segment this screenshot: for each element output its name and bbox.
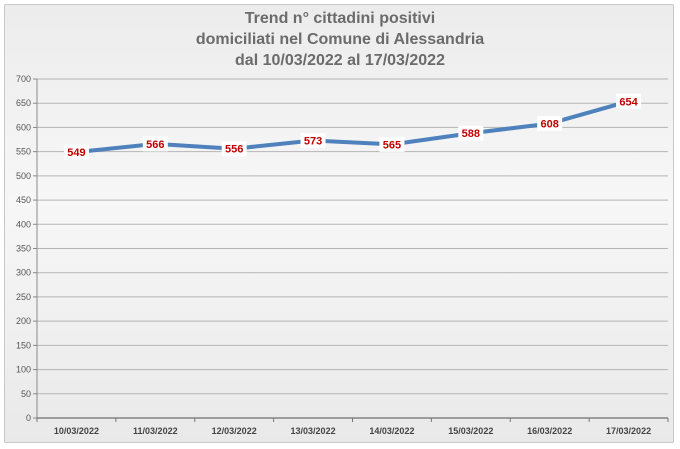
data-label: 608 xyxy=(537,116,563,132)
y-tick-label: 0 xyxy=(26,413,31,423)
data-label-text: 556 xyxy=(225,144,243,156)
title-line-1: Trend n° cittadini positivi xyxy=(244,10,436,27)
y-axis: 0 50 100 150 200 250 300 350 400 450 500 550 600 650 7… xyxy=(16,74,38,423)
data-label: 573 xyxy=(300,133,326,149)
y-tick-label: 400 xyxy=(16,219,31,229)
title-line-3: dal 10/03/2022 al 17/03/2022 xyxy=(235,52,445,69)
y-tick-label: 650 xyxy=(16,98,31,108)
data-label: 565 xyxy=(379,136,405,152)
data-label: 654 xyxy=(616,93,642,109)
y-tick-label: 50 xyxy=(21,389,31,399)
y-tick-label: 600 xyxy=(16,122,31,132)
data-label-box xyxy=(63,144,89,160)
gridlines xyxy=(37,78,668,419)
data-label-text: 608 xyxy=(541,119,559,131)
x-axis: 10/03/2022 11/03/2022 12/03/2022 13/03/2022… xyxy=(36,417,669,436)
y-tick-label: 200 xyxy=(16,316,31,326)
y-tick-label: 100 xyxy=(16,365,31,375)
x-tick-label: 13/03/2022 xyxy=(291,426,336,436)
x-tick-label: 12/03/2022 xyxy=(212,426,257,436)
data-label-text: 588 xyxy=(462,128,480,140)
x-tick-label: 11/03/2022 xyxy=(133,426,178,436)
y-tick-label: 450 xyxy=(16,195,31,205)
title-line-2: domiciliati nel Comune di Alessandria xyxy=(195,31,485,48)
data-label-text: 573 xyxy=(304,136,322,148)
y-tick-label: 250 xyxy=(16,292,31,302)
data-label-box xyxy=(142,136,168,152)
data-label-text: 566 xyxy=(146,139,164,151)
data-label-text: 549 xyxy=(67,147,85,159)
data-label: 566 xyxy=(142,136,168,152)
data-labels: 549 566 556 573 565 588 608 654 xyxy=(63,93,642,160)
data-label-text: 565 xyxy=(383,139,401,151)
data-label-box xyxy=(537,116,563,132)
x-tick-label: 14/03/2022 xyxy=(369,426,414,436)
data-label-box xyxy=(221,141,247,157)
x-tick-label: 15/03/2022 xyxy=(448,426,493,436)
y-tick-label: 550 xyxy=(16,147,31,157)
data-label: 556 xyxy=(221,141,247,157)
series-line xyxy=(74,99,631,155)
data-label: 588 xyxy=(458,125,484,141)
chart-title: Trend n° cittadini positivi domiciliati … xyxy=(0,8,680,71)
data-label-text: 654 xyxy=(619,96,638,108)
data-label-box xyxy=(616,93,642,109)
x-tick-label: 16/03/2022 xyxy=(527,426,572,436)
y-tick-label: 500 xyxy=(16,171,31,181)
data-label-box xyxy=(458,125,484,141)
x-tick-label: 10/03/2022 xyxy=(54,426,99,436)
series-line-path xyxy=(74,99,631,155)
y-tick-label: 150 xyxy=(16,340,31,350)
x-tick-label: 17/03/2022 xyxy=(606,426,651,436)
data-label-box xyxy=(300,133,326,149)
data-label: 549 xyxy=(63,144,89,160)
data-label-box xyxy=(379,136,405,152)
y-tick-label: 350 xyxy=(16,244,31,254)
y-tick-label: 700 xyxy=(16,74,31,84)
y-tick-label: 300 xyxy=(16,268,31,278)
